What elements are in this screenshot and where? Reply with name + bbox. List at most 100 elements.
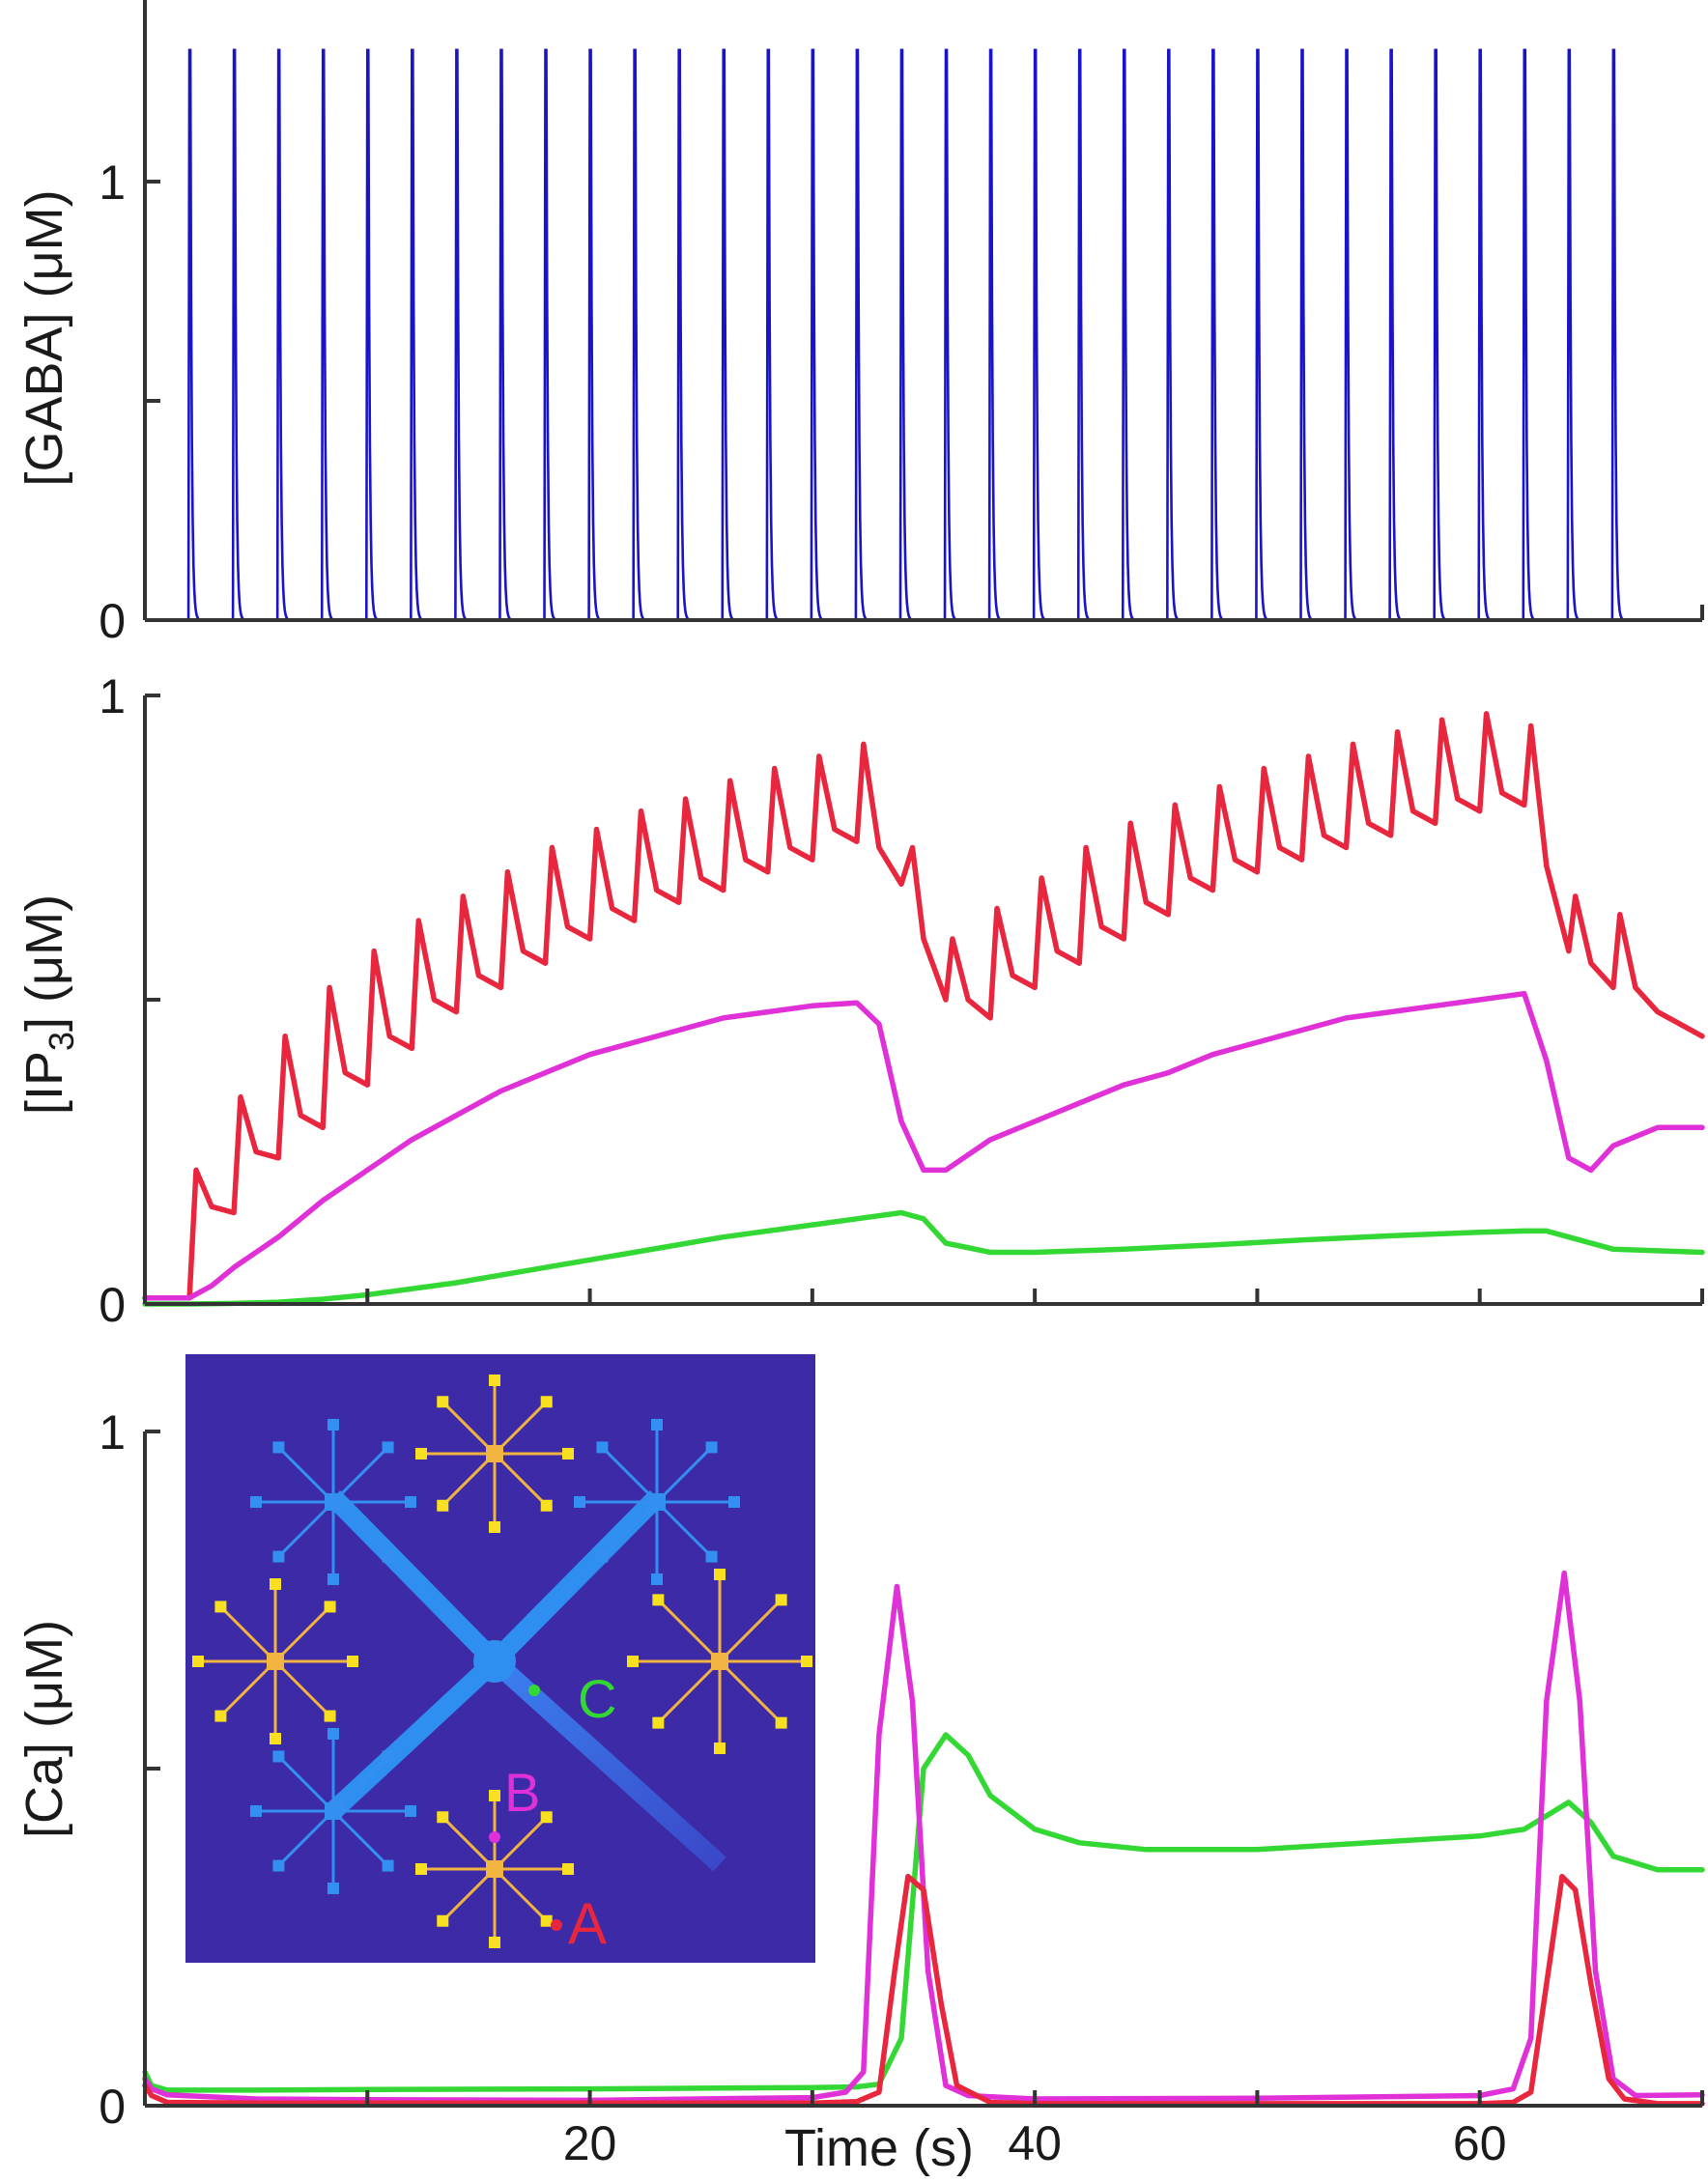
gaba-pulse [854, 48, 868, 621]
inset-branch-tip [272, 1550, 285, 1563]
inset-branch-tip [214, 1710, 227, 1722]
gaba-pulse [231, 48, 245, 621]
gaba-pulse [543, 48, 556, 621]
ca-panel: 0 1 20 40 60 [Ca] (μM) Time (s) [15, 1405, 1705, 2177]
inset-branch-tip [489, 1790, 500, 1801]
inset-star-branch [331, 1809, 389, 1867]
gaba-pulse [943, 48, 957, 621]
inset-soma [486, 1445, 503, 1462]
inset-branch-tip [540, 1914, 553, 1927]
inset-point-a-marker [551, 1919, 562, 1931]
gaba-pulse [186, 48, 201, 621]
inset-star-branch [273, 1605, 331, 1663]
inset-branch-tip [250, 1496, 262, 1508]
inset-branch-tip [437, 1914, 449, 1927]
inset-branch-tip [272, 1750, 285, 1763]
ca-series-red [142, 1873, 1705, 2107]
inset-branch-tip [540, 1499, 553, 1512]
ca-series-magenta [142, 1570, 1705, 2104]
inset-branch-tip [775, 1716, 787, 1729]
inset-branch-tip [728, 1496, 740, 1508]
inset-branch-tip [415, 1448, 427, 1459]
inset-branch-tip [382, 1750, 394, 1763]
gaba-pulse [1344, 48, 1357, 621]
inset-star-branch [718, 1659, 783, 1724]
inset-branch-tip [272, 1859, 285, 1872]
gaba-pulse [454, 48, 468, 621]
inset-star-branch [219, 1659, 277, 1717]
inset-star-branch [718, 1599, 783, 1663]
gaba-pulse [275, 48, 290, 621]
inset-point-c-marker [528, 1685, 540, 1696]
inset-star-branch [331, 1500, 389, 1558]
inset-star-branch [655, 1500, 713, 1558]
inset-branch-tip [714, 1569, 726, 1580]
inset-branch-tip [324, 1601, 336, 1613]
inset-soma [325, 1493, 342, 1511]
inset-point-b-label: B [504, 1762, 540, 1823]
inset-soma [711, 1653, 728, 1670]
inset-branch-tip [651, 1573, 663, 1585]
inset-branch-tip [489, 1374, 500, 1386]
inset-star-gold [415, 1790, 574, 1948]
gaba-pulse [1388, 48, 1402, 621]
gaba-pulse [1076, 48, 1091, 621]
inset-star-branch [277, 1809, 335, 1867]
inset-branch-tip [415, 1863, 427, 1875]
ca-axes: 0 1 20 40 60 [99, 1405, 1704, 2170]
inset-star-branch [331, 1446, 389, 1504]
inset-star-blue [574, 1419, 740, 1585]
inset-star-branch [277, 1755, 335, 1813]
inset-branch-tip [437, 1499, 449, 1512]
inset-star-branch [657, 1659, 722, 1724]
inset-star-gold [627, 1569, 812, 1754]
gaba-pulse [765, 48, 780, 621]
inset-soma [267, 1653, 284, 1670]
inset-branch-tip [714, 1743, 726, 1754]
inset-branch-tip [437, 1396, 449, 1408]
inset-branch-tip [382, 1550, 394, 1563]
gaba-pulse [410, 48, 423, 621]
inset-branch-tip [327, 1573, 339, 1585]
inset-branch-tip [652, 1594, 665, 1606]
ip3-axes: 01 [99, 669, 1704, 1332]
gaba-y-axis-label: [GABA] (μM) [15, 189, 73, 486]
ip3-series-red [142, 711, 1705, 1301]
ca-plot-area [142, 1570, 1705, 2107]
inset-point-c-label: C [578, 1668, 616, 1729]
gaba-y-tick-label: 1 [99, 156, 126, 210]
gaba-y-tick-label: 0 [99, 594, 126, 648]
inset-star-blue [250, 1728, 416, 1894]
gaba-pulse [587, 48, 601, 621]
gaba-pulse [632, 48, 645, 621]
ca-x-tick-label: 20 [563, 2116, 617, 2170]
inset-branch-tip [489, 1937, 500, 1948]
gaba-axes: 01 [99, 0, 1704, 648]
inset-branch-tip [327, 1883, 339, 1894]
gaba-pulse [987, 48, 1002, 621]
inset-branch-tip [562, 1863, 574, 1875]
gaba-pulse [1477, 48, 1491, 621]
inset-branch-tip [574, 1496, 585, 1508]
inset-branch-tip [192, 1656, 204, 1667]
inset-star-branch [601, 1500, 659, 1558]
inset-branch-tip [489, 1521, 500, 1533]
ip3-y-tick-label: 0 [99, 1278, 126, 1332]
inset-astrocyte-network: A BC [185, 1354, 815, 1963]
inset-branch-tip [562, 1448, 574, 1459]
inset-branch-tip [540, 1811, 553, 1824]
inset-star-branch [657, 1599, 722, 1663]
inset-star-branch [277, 1500, 335, 1558]
gaba-pulse [1210, 48, 1224, 621]
inset-star-branch [219, 1605, 277, 1663]
inset-branch-tip [327, 1419, 339, 1431]
inset-branch-tip [651, 1419, 663, 1431]
x-axis-label-time: Time (s) [784, 2119, 974, 2177]
inset-branch-tip [705, 1441, 718, 1454]
inset-soma [486, 1860, 503, 1878]
inset-diagonal-process [326, 1489, 502, 1669]
gaba-pulse [676, 48, 690, 621]
gaba-pulse [1255, 48, 1268, 621]
gaba-pulse [498, 48, 512, 621]
